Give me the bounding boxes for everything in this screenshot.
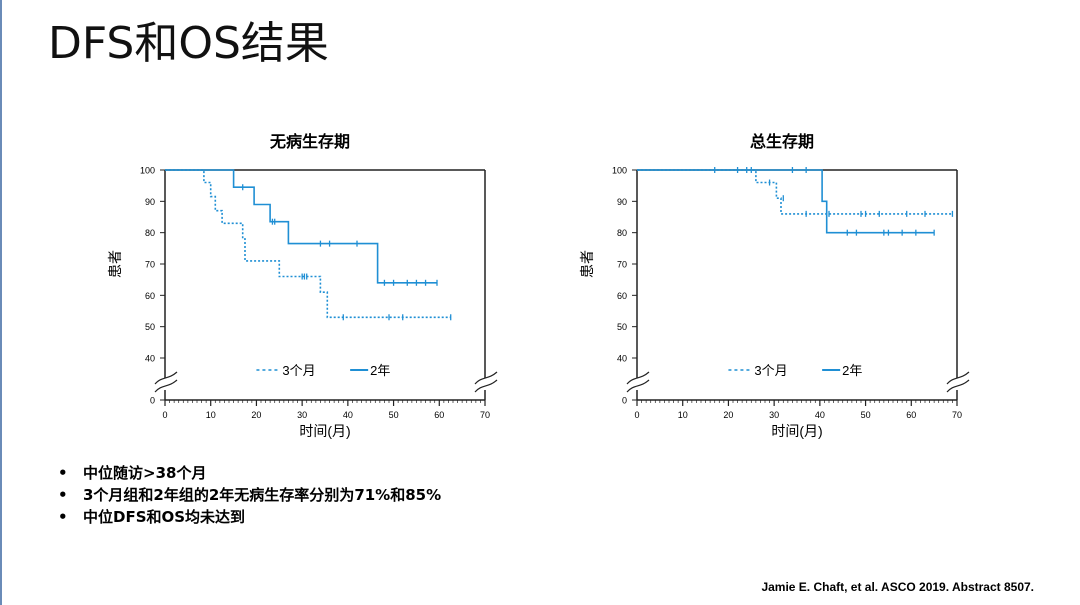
x-tick-label: 0 xyxy=(162,410,167,420)
y-axis-label: 患者 xyxy=(579,250,595,278)
axis-break-mark xyxy=(154,371,178,385)
km-curve-3-month xyxy=(165,169,451,319)
y-tick-label: 50 xyxy=(617,322,627,332)
legend-label-3-month: 3个月 xyxy=(282,363,315,378)
y-tick-label: 60 xyxy=(617,291,627,301)
x-tick-label: 30 xyxy=(297,410,307,420)
finding-item: 中位DFS和OS均未达到 xyxy=(58,506,441,528)
dfs-chart: 无病生存期 0 40 50 60 70 80 90 100 0 10 20 30 40 50 60 70 时间(… xyxy=(100,120,520,450)
legend-label-2-year: 2年 xyxy=(842,363,862,378)
x-tick-label: 40 xyxy=(343,410,353,420)
axis-break-mark xyxy=(626,371,650,385)
os-chart: 总生存期 0 40 50 60 70 80 90 100 0 10 20 30 40 50 60 70 时间(月… xyxy=(572,120,992,450)
key-findings-list: 中位随访>38个月 3个月组和2年组的2年无病生存率分别为71%和85% 中位D… xyxy=(58,462,441,528)
y-tick-label: 40 xyxy=(145,354,155,364)
y-tick-label: 90 xyxy=(145,197,155,207)
y-tick-label: 50 xyxy=(145,322,155,332)
y-tick-label: 100 xyxy=(612,166,627,176)
dfs-chart-svg: 0 40 50 60 70 80 90 100 0 10 20 30 40 50 60 70 时间(月) 患者 3个… xyxy=(107,166,498,439)
km-curve-2-year xyxy=(165,169,437,284)
slide-title: DFS和OS结果 xyxy=(48,18,329,69)
axis-break-mark xyxy=(946,379,970,393)
x-tick-label: 20 xyxy=(723,410,733,420)
legend-label-3-month: 3个月 xyxy=(754,363,787,378)
axis-break-mark xyxy=(946,371,970,385)
y-tick-label: 100 xyxy=(140,166,155,176)
axis-break-mark xyxy=(626,379,650,393)
y-tick-label: 80 xyxy=(145,228,155,238)
x-tick-label: 10 xyxy=(678,410,688,420)
axis-break-mark xyxy=(474,371,498,385)
dfs-chart-title: 无病生存期 xyxy=(269,132,350,151)
x-axis-label: 时间(月) xyxy=(299,423,350,439)
y-axis-label: 患者 xyxy=(107,250,123,278)
finding-item: 3个月组和2年组的2年无病生存率分别为71%和85% xyxy=(58,484,441,506)
x-tick-label: 60 xyxy=(906,410,916,420)
km-curve-2-year xyxy=(637,169,935,234)
axis-break-mark xyxy=(154,379,178,393)
x-tick-label: 0 xyxy=(634,410,639,420)
y-tick-label: 0 xyxy=(150,396,155,406)
citation: Jamie E. Chaft, et al. ASCO 2019. Abstra… xyxy=(761,580,1034,594)
finding-item: 中位随访>38个月 xyxy=(58,462,441,484)
y-tick-label: 80 xyxy=(617,228,627,238)
x-tick-label: 50 xyxy=(861,410,871,420)
x-tick-label: 20 xyxy=(251,410,261,420)
x-tick-label: 70 xyxy=(952,410,962,420)
legend-label-2-year: 2年 xyxy=(370,363,390,378)
x-tick-label: 60 xyxy=(434,410,444,420)
y-tick-label: 0 xyxy=(622,396,627,406)
os-chart-svg: 0 40 50 60 70 80 90 100 0 10 20 30 40 50 60 70 时间(月) 患者 3个… xyxy=(579,166,970,439)
y-tick-label: 60 xyxy=(145,291,155,301)
y-tick-label: 90 xyxy=(617,197,627,207)
x-tick-label: 30 xyxy=(769,410,779,420)
left-accent-rule xyxy=(0,0,2,605)
axis-break-mark xyxy=(474,379,498,393)
y-tick-label: 70 xyxy=(145,260,155,270)
os-chart-title: 总生存期 xyxy=(749,132,814,151)
x-tick-label: 70 xyxy=(480,410,490,420)
y-tick-label: 70 xyxy=(617,260,627,270)
km-curve-3-month xyxy=(637,169,953,215)
x-tick-label: 40 xyxy=(815,410,825,420)
x-axis-label: 时间(月) xyxy=(771,423,822,439)
y-tick-label: 40 xyxy=(617,354,627,364)
x-tick-label: 10 xyxy=(206,410,216,420)
x-tick-label: 50 xyxy=(389,410,399,420)
